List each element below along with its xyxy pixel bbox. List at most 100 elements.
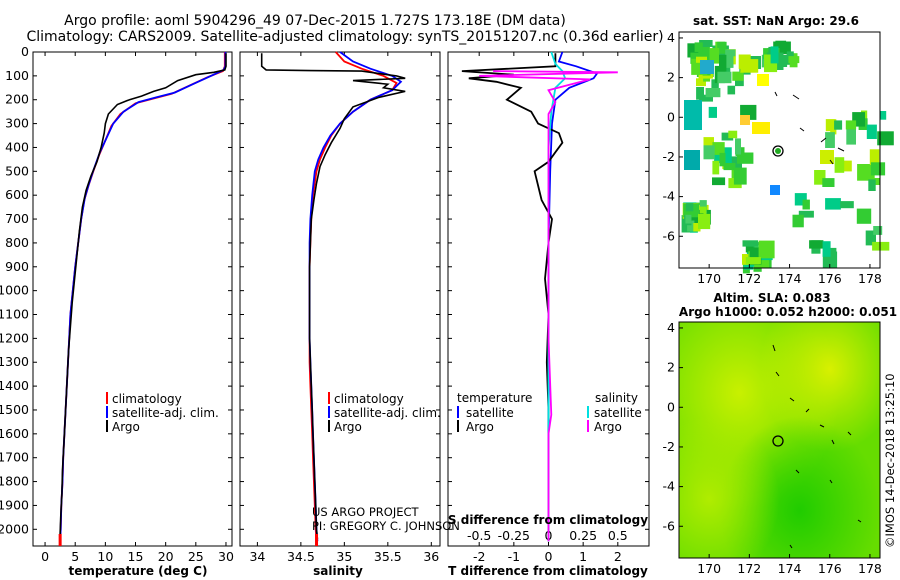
y-tick-label: 1300 bbox=[0, 354, 29, 369]
map-y-tick-label: 4 bbox=[667, 320, 675, 335]
series-line-t-satellite bbox=[547, 51, 599, 542]
sst-patch bbox=[694, 42, 703, 52]
map-y-tick-label: 4 bbox=[667, 30, 675, 45]
map-x-tick-label: 170 bbox=[697, 271, 721, 286]
sst-map: sat. SST: NaN Argo: 29.6 170 172 174 176 178… bbox=[663, 14, 894, 286]
x-tick-label: 2 bbox=[614, 549, 622, 564]
sst-patch bbox=[822, 241, 831, 257]
sst-patch bbox=[727, 85, 736, 95]
sst-axis-ticks: 170 172 174 176 178 4 2 0 -2 -4 -6 bbox=[663, 30, 882, 286]
sst-patch bbox=[708, 106, 717, 118]
sst-patch bbox=[825, 198, 841, 210]
legend-label-satellite-adj: satellite-adj. clim. bbox=[334, 406, 441, 420]
legend-label-climatology: climatology bbox=[112, 392, 182, 406]
sst-patch bbox=[740, 59, 759, 73]
sst-patch bbox=[717, 71, 732, 84]
map-x-tick-label: 170 bbox=[697, 561, 721, 576]
legend-label-s-satellite: satellite bbox=[594, 406, 642, 420]
x-tick-label: 30 bbox=[218, 549, 234, 564]
x-tick-label: 25 bbox=[188, 549, 204, 564]
difference-xlabel-t: T difference from climatology bbox=[448, 564, 648, 578]
sst-patch bbox=[737, 152, 754, 164]
map-x-tick-label: 178 bbox=[858, 561, 882, 576]
series-line-argo bbox=[59, 53, 227, 535]
sst-patch bbox=[869, 149, 880, 165]
sst-patch bbox=[834, 120, 843, 130]
sst-patch bbox=[786, 51, 794, 60]
x-tick-label-salinity: -0.25 bbox=[498, 528, 530, 543]
sst-patch bbox=[725, 49, 736, 57]
sla-map: Altim. SLA: 0.083 Argo h1000: 0.052 h200… bbox=[663, 291, 898, 576]
sst-patch bbox=[770, 185, 780, 195]
sst-patch bbox=[684, 100, 702, 130]
sst-patch bbox=[872, 241, 890, 251]
legend-label-t-satellite: satellite bbox=[466, 406, 514, 420]
sst-patch bbox=[696, 87, 704, 100]
sst-patch bbox=[752, 122, 770, 134]
legend-title-salinity: salinity bbox=[595, 391, 638, 405]
sst-patch bbox=[814, 170, 826, 185]
map-y-tick-label: 0 bbox=[667, 109, 675, 124]
y-tick-label: 500 bbox=[5, 163, 29, 178]
sst-patch bbox=[700, 60, 714, 74]
sst-argo-dot bbox=[775, 148, 781, 154]
sst-patch bbox=[838, 160, 852, 172]
sst-patch bbox=[698, 213, 711, 230]
sst-patch bbox=[825, 119, 836, 132]
sst-patch bbox=[703, 145, 715, 160]
sst-patch bbox=[802, 199, 810, 210]
header-line-1: Argo profile: aoml 5904296_49 07-Dec-201… bbox=[64, 13, 566, 29]
sst-patch bbox=[758, 240, 775, 259]
sst-patch bbox=[705, 88, 721, 98]
difference-series bbox=[461, 51, 618, 542]
series-line-climatology bbox=[59, 52, 226, 542]
sst-patch bbox=[877, 131, 894, 146]
map-y-tick-label: -2 bbox=[663, 149, 675, 164]
y-tick-label: 1000 bbox=[0, 283, 29, 298]
legend-label-argo: Argo bbox=[334, 420, 362, 434]
sla-argo-location bbox=[772, 435, 784, 447]
x-tick-label-salinity: -0.5 bbox=[467, 528, 491, 543]
salinity-legend: climatology satellite-adj. clim. Argo bbox=[328, 392, 441, 434]
legend-label-t-argo: Argo bbox=[466, 420, 494, 434]
salinity-series bbox=[260, 51, 406, 546]
sst-patch bbox=[809, 240, 824, 249]
sst-patch bbox=[742, 240, 758, 247]
sst-patch bbox=[749, 247, 762, 265]
sst-patch bbox=[685, 203, 694, 212]
sst-patch bbox=[685, 214, 692, 224]
series-line-climatology bbox=[308, 51, 398, 542]
sst-patch bbox=[856, 208, 872, 224]
y-tick-label: 100 bbox=[5, 68, 29, 83]
x-tick-label-salinity: 0.5 bbox=[608, 528, 628, 543]
sst-patch bbox=[711, 79, 719, 89]
salinity-panel: 34 34.5 35 35.5 36 salinity climatology sate… bbox=[239, 51, 460, 578]
y-tick-label: 2000 bbox=[0, 521, 29, 536]
sst-patch bbox=[775, 40, 787, 49]
sst-patch bbox=[866, 124, 877, 139]
map-x-tick-label: 176 bbox=[818, 561, 842, 576]
sst-patch bbox=[865, 230, 876, 246]
temperature-frame bbox=[32, 51, 233, 547]
x-tick-label: 36 bbox=[423, 549, 439, 564]
y-tick-label: 200 bbox=[5, 92, 29, 107]
sst-coastline bbox=[774, 91, 845, 165]
y-tick-label: 800 bbox=[5, 235, 29, 250]
sst-patches bbox=[681, 40, 894, 274]
sst-patch bbox=[699, 40, 713, 47]
sst-patch bbox=[870, 162, 886, 176]
map-y-tick-label: -6 bbox=[663, 228, 676, 243]
map-y-tick-label: -4 bbox=[663, 189, 676, 204]
bottom-marker bbox=[315, 534, 319, 546]
legend-label-climatology: climatology bbox=[334, 392, 404, 406]
sla-map-title: Altim. SLA: 0.083 bbox=[713, 291, 830, 305]
sst-patch bbox=[728, 130, 738, 139]
sst-patch bbox=[846, 127, 856, 145]
y-tick-label: 1800 bbox=[0, 474, 29, 489]
legend-label-satellite-adj: satellite-adj. clim. bbox=[112, 406, 219, 420]
legend-label-argo: Argo bbox=[112, 420, 140, 434]
legend-title-temperature: temperature bbox=[457, 391, 532, 405]
salinity-xlabel: salinity bbox=[313, 564, 363, 578]
credit-project: US ARGO PROJECT bbox=[312, 505, 420, 519]
